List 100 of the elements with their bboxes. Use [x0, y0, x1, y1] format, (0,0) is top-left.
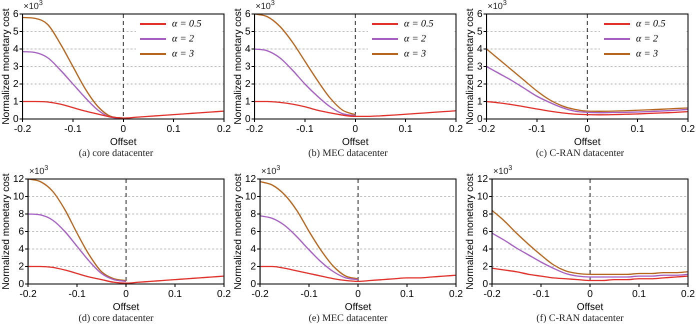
x-axis-title: Offset [342, 136, 369, 148]
x-axis-title: Offset [344, 302, 372, 313]
line-series [254, 14, 356, 116]
y-tick-label: 12 [245, 174, 257, 185]
y-tick-label: 10 [13, 191, 25, 202]
y-tick-label: 6 [477, 8, 483, 20]
text: ×10$^{3}$ [29, 165, 48, 176]
text: (d) core datacenter [78, 313, 154, 324]
line-series [260, 215, 359, 280]
legend-label: α = 2 [636, 34, 658, 45]
x-tick-label: -0.1 [64, 124, 82, 135]
y-tick-label: 3 [245, 61, 251, 72]
y-tick-label: 6 [482, 226, 489, 238]
legend-label: α = 3 [172, 48, 194, 60]
y-tick-label: 5 [13, 26, 19, 38]
line-series [28, 266, 224, 284]
y-tick-label: 0 [13, 114, 19, 125]
x-tick-label: 0 [355, 288, 362, 300]
text: ×10$^{3}$ [493, 165, 512, 176]
x-tick-label: 0.2 [681, 288, 696, 300]
y-tick-label: 2 [245, 78, 251, 90]
y-tick-label: 0 [482, 278, 489, 290]
text: ×10$^{3}$ [488, 0, 507, 11]
x-tick-label: -0.1 [300, 288, 318, 300]
y-tick-label: 8 [250, 208, 257, 220]
x-tick-label: -0.1 [528, 124, 546, 135]
y-tick-label: 3 [477, 61, 483, 72]
x-axis-title: Offset [112, 302, 140, 313]
line-series [28, 179, 127, 282]
legend-label: α = 0.5 [172, 18, 202, 30]
x-tick-label: 0.1 [168, 288, 182, 300]
x-tick-label: -0.2 [14, 124, 32, 135]
y-tick-label: 4 [250, 244, 257, 255]
y-axis-title: Normalized monetary cost [0, 173, 12, 290]
y-tick-label: 6 [13, 8, 19, 20]
y-tick-label: 6 [250, 226, 257, 238]
line-series [492, 268, 688, 282]
y-tick-label: 8 [482, 208, 489, 220]
y-tick-label: 0 [18, 278, 25, 290]
x-tick-label: -0.1 [68, 288, 86, 300]
y-tick-label: 4 [482, 244, 489, 255]
x-tick-label: -0.2 [478, 124, 496, 135]
line-series [254, 100, 456, 118]
text: (f) C-RAN datacenter [535, 313, 625, 324]
x-tick-label: 0.2 [217, 288, 232, 300]
y-tick-label: 2 [250, 261, 257, 272]
legend-label: α = 2 [172, 34, 194, 45]
x-tick-label: 0.2 [217, 124, 232, 135]
y-axis-title: Normalized monetary cost [232, 173, 244, 290]
y-tick-label: 4 [477, 44, 483, 55]
x-tick-label: 0.2 [449, 124, 464, 135]
x-tick-label: 0.2 [681, 124, 696, 135]
y-tick-label: 1 [13, 96, 19, 108]
y-tick-label: 2 [18, 261, 25, 272]
y-tick-label: 2 [477, 78, 483, 90]
x-tick-label: 0.1 [398, 124, 414, 135]
x-tick-label: 0 [120, 124, 126, 135]
x-tick-label: 0.1 [632, 288, 646, 300]
y-axis-title: Normalized monetary cost [0, 8, 12, 125]
y-tick-label: 0 [250, 278, 257, 290]
line-series [260, 266, 456, 282]
y-tick-label: 10 [477, 191, 489, 202]
y-tick-label: 12 [477, 174, 489, 185]
x-tick-label: 0.1 [630, 124, 646, 135]
text: (a) core datacenter [78, 148, 154, 159]
line-series [492, 232, 688, 278]
x-tick-label: -0.1 [532, 288, 550, 300]
y-axis-title: Normalized monetary cost [464, 8, 476, 125]
x-tick-label: 0.1 [400, 288, 414, 300]
x-tick-label: -0.2 [252, 288, 270, 300]
y-tick-label: 4 [13, 44, 19, 55]
y-tick-label: 0 [245, 114, 251, 125]
legend-label: α = 2 [404, 34, 426, 45]
legend-label: α = 3 [636, 48, 658, 60]
line-series [260, 180, 359, 280]
x-tick-label: 0 [587, 288, 594, 300]
y-tick-label: 2 [482, 261, 489, 272]
legend-label: α = 3 [404, 48, 426, 60]
x-tick-label: -0.2 [484, 288, 502, 300]
text: ×10$^{3}$ [256, 0, 275, 11]
y-tick-label: 8 [18, 208, 25, 220]
line-series [486, 100, 688, 116]
y-tick-label: 0 [477, 114, 483, 125]
x-axis-title: Offset [110, 136, 137, 148]
line-series [22, 100, 224, 119]
y-axis-title: Normalized monetary cost [464, 173, 476, 290]
x-tick-label: 0 [584, 124, 590, 135]
x-tick-label: -0.2 [20, 288, 38, 300]
y-tick-label: 1 [245, 96, 251, 108]
y-tick-label: 5 [245, 26, 251, 38]
y-tick-label: 3 [13, 61, 19, 72]
x-axis-title: Offset [574, 136, 601, 148]
y-tick-label: 6 [245, 8, 251, 20]
y-tick-label: 5 [477, 26, 483, 38]
y-tick-label: 2 [13, 78, 19, 90]
x-tick-label: 0 [123, 288, 130, 300]
y-tick-label: 10 [245, 191, 257, 202]
line-series [254, 48, 356, 116]
line-series [486, 66, 688, 114]
line-series [28, 213, 127, 282]
